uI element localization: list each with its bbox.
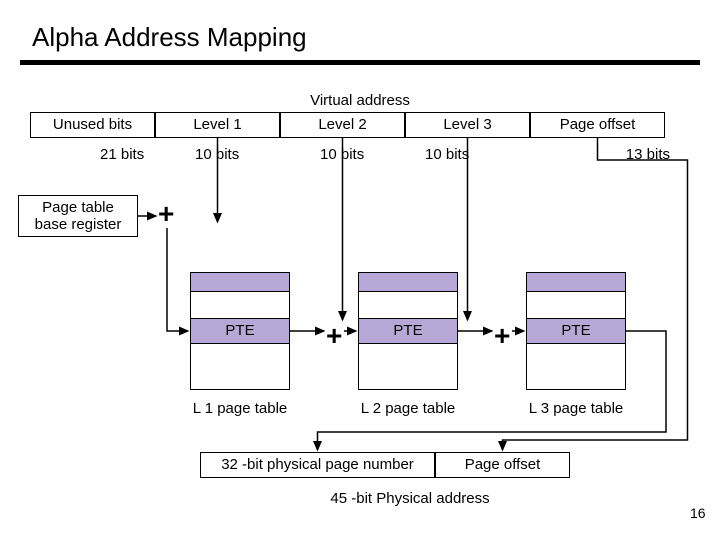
va-level2: Level 2 [280,112,405,138]
title-rule [20,60,700,65]
bits-level2: 10 bits [320,146,400,163]
va-offset: Page offset [530,112,665,138]
slide-title: Alpha Address Mapping [32,22,307,53]
plus-icon-1: + [158,200,174,228]
l3-label: L 3 page table [521,400,631,417]
l1-top-cell [190,272,290,292]
l3-pte: PTE [526,318,626,344]
l3-top-cell [526,272,626,292]
phys-label: 45 -bit Physical address [285,490,535,507]
page-number: 16 [690,505,706,521]
l2-top-cell [358,272,458,292]
bits-unused: 21 bits [100,146,160,163]
va-level1: Level 1 [155,112,280,138]
plus-icon-2: + [326,322,342,350]
plus-icon-3: + [494,322,510,350]
va-unused: Unused bits [30,112,155,138]
va-label: Virtual address [260,92,460,109]
l1-label: L 1 page table [185,400,295,417]
base-register: Page table base register [18,195,138,237]
l2-label: L 2 page table [353,400,463,417]
va-level3: Level 3 [405,112,530,138]
bits-offset: 13 bits [610,146,670,163]
phys-ppn: 32 -bit physical page number [200,452,435,478]
phys-offset: Page offset [435,452,570,478]
l1-pte: PTE [190,318,290,344]
bits-level3: 10 bits [425,146,505,163]
bits-level1: 10 bits [195,146,275,163]
l2-pte: PTE [358,318,458,344]
